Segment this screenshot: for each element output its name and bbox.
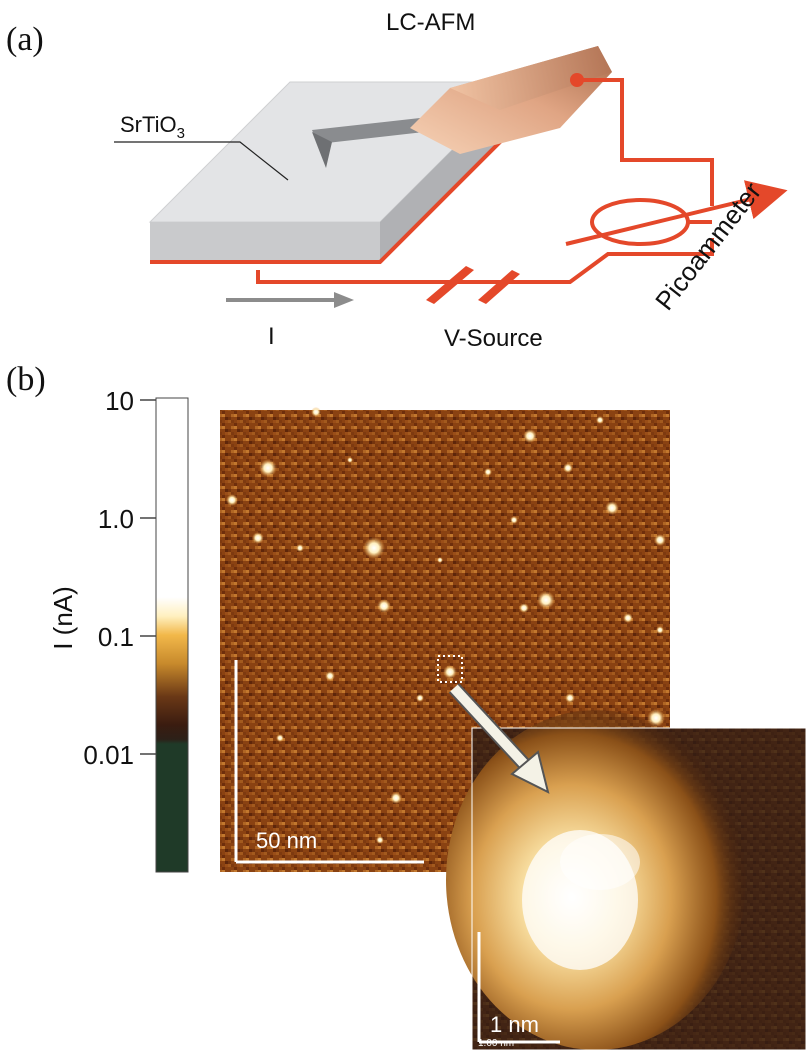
panel-b-label: (b) (6, 361, 46, 398)
inset-scalebar (477, 932, 560, 1044)
picoammeter-symbol (565, 180, 788, 246)
srtio3-label: SrTiO3 (120, 112, 185, 142)
conductive-spot (416, 694, 424, 702)
conductive-spot (523, 429, 537, 443)
lc-afm-title: LC-AFM (386, 9, 475, 36)
colorbar-tick-label: 0.1 (98, 622, 134, 652)
colorbar (140, 397, 189, 873)
conductive-spot (437, 557, 443, 563)
conductive-spot (390, 792, 402, 804)
conductive-spot (656, 626, 664, 634)
conductive-spot (596, 416, 604, 424)
conductive-spot (259, 459, 277, 477)
current-arrow (226, 292, 354, 308)
conductive-spot (226, 494, 238, 506)
conductive-spot (347, 457, 353, 463)
conductive-spot (565, 693, 575, 703)
current-label: I (268, 323, 275, 350)
zoom-arrow (448, 683, 550, 794)
conductive-spot (623, 613, 633, 623)
conductive-spot (537, 591, 555, 609)
circuit-wire (256, 73, 714, 284)
conductive-spot (519, 603, 529, 613)
main-scalebar (234, 660, 424, 864)
colorbar-tick-label: 1.0 (98, 504, 134, 534)
v-source-symbol (426, 266, 520, 304)
inset-map (446, 710, 807, 1051)
conductive-spot (443, 665, 457, 679)
panel-a-label: (a) (6, 21, 44, 58)
conductive-spot (296, 544, 304, 552)
conductive-spot (510, 516, 518, 524)
conductive-spot (377, 599, 391, 613)
picoammeter-label: Picoammeter (649, 176, 767, 315)
conductive-spot (311, 407, 321, 417)
zoom-box (437, 655, 463, 683)
conductive-spot (484, 468, 492, 476)
conductive-spot (376, 836, 384, 844)
inset-scalebar-label: 1 nm (490, 1012, 539, 1037)
colorbar-tick-label: 0.01 (83, 740, 134, 770)
afm-cantilever (312, 118, 424, 168)
inset-small-label: 1.00 nm (478, 1038, 514, 1049)
colorbar-tick-label: 10 (105, 386, 134, 416)
conductive-spot (563, 463, 573, 473)
conductive-spot (325, 671, 335, 681)
conductive-spots (226, 407, 666, 844)
conductive-spot (654, 534, 666, 546)
conductive-spot (605, 501, 619, 515)
afm-holder (410, 46, 612, 154)
conductive-spot (276, 734, 284, 742)
srtio3-leader-line (114, 141, 289, 181)
colorbar-axis-label: I (nA) (48, 586, 78, 650)
conductive-spot (363, 537, 385, 559)
conductive-spot (252, 532, 264, 544)
main-scalebar-label: 50 nm (256, 828, 317, 853)
v-source-label: V-Source (444, 325, 543, 352)
